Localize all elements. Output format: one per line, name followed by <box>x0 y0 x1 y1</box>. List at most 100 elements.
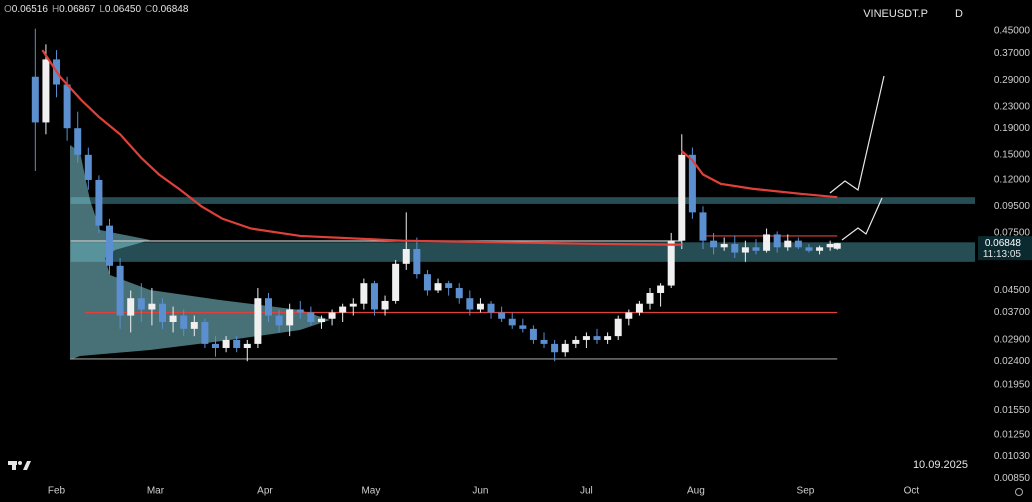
candle-body <box>180 315 188 329</box>
plot <box>31 28 841 362</box>
zone <box>70 197 976 204</box>
candle-body <box>328 312 336 319</box>
ohlc-value: 0.06516 <box>12 4 49 15</box>
candle-body <box>763 234 771 251</box>
candle-body <box>667 240 675 286</box>
candle-body <box>413 249 421 275</box>
candle-body <box>540 339 548 344</box>
y-tick-label: 0.01950 <box>994 379 1031 390</box>
candle-body <box>275 315 283 326</box>
candle-body <box>95 179 103 226</box>
y-tick-label: 0.07500 <box>994 228 1031 239</box>
candle-body <box>678 154 686 241</box>
x-tick-label: May <box>361 486 380 497</box>
candle-body <box>31 76 39 123</box>
y-tick-label: 0.04500 <box>994 285 1031 296</box>
candle-body <box>833 243 841 249</box>
countdown: 11:13:05 <box>983 249 1022 260</box>
candle-body <box>190 322 198 329</box>
y-tick-label: 0.00850 <box>994 473 1031 484</box>
last-price-label: 0.06848 <box>985 238 1022 249</box>
candle-body <box>106 225 114 266</box>
candle-body <box>243 343 251 348</box>
zone <box>70 242 976 262</box>
candle-body <box>784 240 792 248</box>
candle-body <box>794 240 802 248</box>
y-tick-label: 0.02900 <box>994 335 1031 346</box>
candle-body <box>423 274 431 291</box>
x-tick-label: Aug <box>687 486 705 497</box>
logo-part <box>12 461 16 470</box>
ohlc-legend: O0.06516 H0.06867 L0.06450 C0.06848 <box>4 4 189 15</box>
settings-icon[interactable] <box>1015 488 1023 496</box>
candle-body <box>752 247 760 251</box>
candle-body <box>710 240 718 248</box>
projection-arrow <box>829 75 885 194</box>
candle-body <box>169 315 177 323</box>
candle-body <box>434 283 442 291</box>
candle-body <box>222 339 230 348</box>
candle-body <box>84 154 92 180</box>
candle-body <box>635 303 643 313</box>
y-tick-label: 0.37000 <box>994 48 1031 59</box>
candle-body <box>741 247 749 253</box>
candle-body <box>487 303 495 313</box>
candle-body <box>731 243 739 253</box>
candle-body <box>625 312 633 319</box>
date: 10.09.2025 <box>913 459 968 471</box>
candle-body <box>233 339 241 348</box>
y-tick-label: 0.01550 <box>994 405 1031 416</box>
candle-body <box>720 243 728 248</box>
x-tick-label: Sep <box>797 486 815 497</box>
candle-body <box>593 336 601 340</box>
tradingview-logo <box>8 461 31 470</box>
x-tick-label: Mar <box>147 486 165 497</box>
candle-body <box>286 309 294 326</box>
candle-body <box>392 263 400 301</box>
candle-body <box>116 265 124 316</box>
candle-body <box>508 318 516 326</box>
candle-body <box>148 303 156 310</box>
x-tick-label: Apr <box>257 486 273 497</box>
candle-body <box>445 283 453 288</box>
candle-body <box>349 303 357 307</box>
candle-body <box>699 212 707 241</box>
logo-part <box>23 461 31 470</box>
y-tick-label: 0.45000 <box>994 26 1031 37</box>
candle-body <box>582 336 590 340</box>
candle-body <box>773 234 781 248</box>
candle-body <box>529 328 537 340</box>
ohlc-value: 0.06450 <box>105 4 142 15</box>
y-tick-label: 0.12000 <box>994 175 1031 186</box>
ohlc-key: C <box>145 4 152 15</box>
x-tick-label: Oct <box>904 486 920 497</box>
candle-body <box>519 325 527 329</box>
candle-body <box>688 154 696 213</box>
interval: D <box>955 8 963 20</box>
candle-body <box>455 287 463 299</box>
candle-body <box>307 312 315 323</box>
symbol: VINEUSDT.P <box>863 8 928 20</box>
x-tick-label: Feb <box>48 486 66 497</box>
candle-body <box>63 84 71 129</box>
x-tick-label: Jun <box>472 486 488 497</box>
candle-body <box>339 306 347 313</box>
candle-body <box>498 312 506 319</box>
candle-body <box>254 298 262 344</box>
candle-body <box>614 318 622 337</box>
candle-body <box>317 318 325 323</box>
logo-part <box>18 461 22 465</box>
candle-body <box>657 285 665 293</box>
candle-body <box>561 343 569 353</box>
candle-body <box>402 249 410 264</box>
candle-body <box>137 298 145 310</box>
candle-body <box>826 243 834 248</box>
candle-body <box>646 292 654 304</box>
candle-body <box>74 128 82 155</box>
y-tick-label: 0.09500 <box>994 201 1031 212</box>
ohlc-value: 0.06848 <box>152 4 189 15</box>
y-tick-label: 0.15000 <box>994 149 1031 160</box>
candle-body <box>805 247 813 251</box>
ohlc-key: H <box>52 4 59 15</box>
candle-body <box>296 309 304 313</box>
